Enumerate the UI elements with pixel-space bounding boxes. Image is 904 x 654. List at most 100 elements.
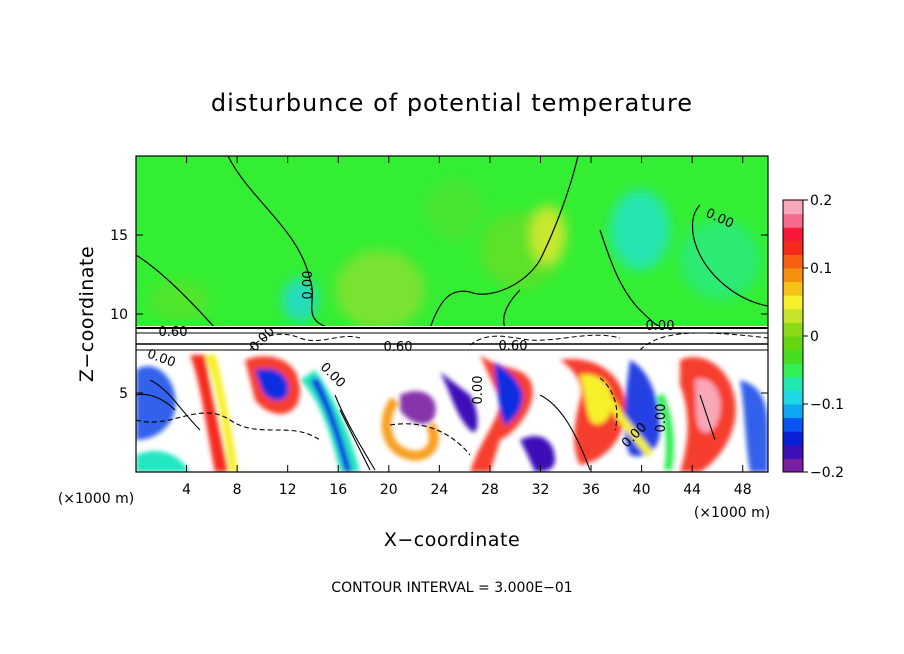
colorbar-tick-label: −0.1: [810, 397, 844, 413]
y-axis-ticks: 5 10 15: [110, 228, 768, 402]
colorbar-swatch: [783, 376, 803, 391]
x-tick-label: 44: [683, 482, 701, 498]
colorbar-swatch: [783, 444, 803, 459]
field-patch: [425, 180, 485, 240]
x-tick-label: 8: [233, 482, 242, 498]
contour-line: [691, 204, 768, 307]
field-patch: [610, 190, 670, 270]
field-patch: [310, 378, 352, 472]
colorbar-swatch: [783, 349, 803, 364]
contour-line: [469, 334, 621, 346]
colorbar-swatch: [783, 295, 803, 310]
colorbar-ticks: 0.2 0.1 0 −0.1 −0.2: [803, 193, 844, 481]
contour-line: [599, 377, 618, 431]
field-patch: [400, 391, 436, 425]
field-stroke: [381, 397, 439, 461]
contour-line: [334, 394, 376, 471]
colorbar-swatch: [783, 268, 803, 283]
chart-title: disturbunce of potential temperature: [211, 89, 693, 117]
field-patch: [530, 205, 566, 265]
x-unit-label-right: (×1000 m): [694, 505, 770, 521]
x-axis-ticks: 4 8 12 16 20 24 28 32 36 40 44 48: [182, 156, 752, 498]
x-tick-label: 40: [633, 482, 651, 498]
contour-line: [429, 156, 579, 329]
contour-line: [136, 254, 216, 329]
field-patch: [580, 374, 612, 424]
colorbar-swatch: [783, 240, 803, 255]
lower-contours: [136, 377, 716, 471]
x-tick-label: 24: [430, 482, 448, 498]
x-tick-label: 32: [532, 482, 550, 498]
contour-line: [699, 394, 716, 441]
colorbar-swatch: [783, 404, 803, 419]
x-tick-label: 36: [582, 482, 600, 498]
contour-line: [136, 393, 176, 411]
contour-label: 0.60: [159, 325, 188, 340]
band-lines: [136, 327, 768, 351]
contour-label: 0.00: [654, 404, 669, 433]
contour-interval-note: CONTOUR INTERVAL = 3.000E−01: [331, 580, 572, 596]
contour-label: 0.60: [384, 340, 413, 355]
colorbar: [782, 199, 804, 473]
field-patch: [136, 451, 190, 472]
field-stroke: [606, 398, 654, 458]
contour-line: [339, 409, 371, 471]
contour-line: [389, 423, 471, 456]
contour-line: [149, 379, 201, 431]
colorbar-swatch: [783, 227, 803, 242]
field-patch: [282, 278, 318, 322]
field-patch: [150, 280, 210, 320]
x-tick-label: 4: [182, 482, 191, 498]
colorbar-swatch: [783, 213, 803, 228]
contour-label: 0.00: [301, 271, 316, 300]
x-axis-label: X−coordinate: [384, 529, 520, 551]
y-tick-label: 15: [110, 228, 128, 244]
colorbar-tick-label: −0.2: [810, 465, 844, 481]
plot-area: 0.00 0.60 0.60 0.00 0.00 0.60 0.00 0.00 …: [136, 156, 768, 472]
contour-label: 0.00: [471, 376, 486, 405]
contour-line: [539, 394, 591, 471]
x-tick-label: 20: [380, 482, 398, 498]
contour-line: [503, 289, 521, 329]
colorbar-swatch: [783, 308, 803, 323]
contour-label: 0.60: [499, 339, 528, 354]
field-patch: [495, 362, 523, 425]
field-stroke: [656, 393, 674, 471]
colorbar-tick-label: 0: [810, 329, 819, 345]
colorbar-swatch: [783, 254, 803, 269]
colorbar-swatch: [783, 417, 803, 432]
y-tick-label: 5: [119, 386, 128, 402]
field-patch: [255, 368, 289, 401]
x-tick-label: 48: [734, 482, 752, 498]
contour-line: [249, 333, 361, 351]
x-tick-label: 12: [279, 482, 297, 498]
colorbar-swatch: [783, 200, 803, 215]
field-patch: [335, 250, 425, 328]
x-unit-label-left: (×1000 m): [58, 491, 134, 507]
field-patch: [520, 436, 555, 472]
colorbar-swatch: [783, 390, 803, 405]
field-patch: [205, 355, 238, 472]
colorbar-swatch: [783, 431, 803, 446]
y-axis-label: Z−coordinate: [76, 246, 98, 382]
colorbar-swatch: [783, 322, 803, 337]
contour-line: [639, 332, 768, 351]
colorbar-tick-label: 0.2: [810, 193, 832, 209]
field-patch: [680, 220, 760, 300]
colorbar-swatch: [783, 281, 803, 296]
contour-line: [136, 412, 321, 441]
lower-field: [136, 355, 768, 472]
colorbar-swatch: [783, 336, 803, 351]
contour-line: [227, 156, 331, 329]
white-band: [136, 326, 768, 352]
colorbar-swatch: [783, 363, 803, 378]
y-tick-label: 10: [110, 307, 128, 323]
colorbar-tick-label: 0.1: [810, 261, 832, 277]
colorbar-swatch: [783, 458, 803, 473]
x-tick-label: 28: [481, 482, 499, 498]
upper-field: [150, 180, 760, 328]
field-patch: [440, 372, 478, 432]
field-patch: [695, 379, 721, 433]
contour-label: 0.00: [646, 319, 675, 334]
